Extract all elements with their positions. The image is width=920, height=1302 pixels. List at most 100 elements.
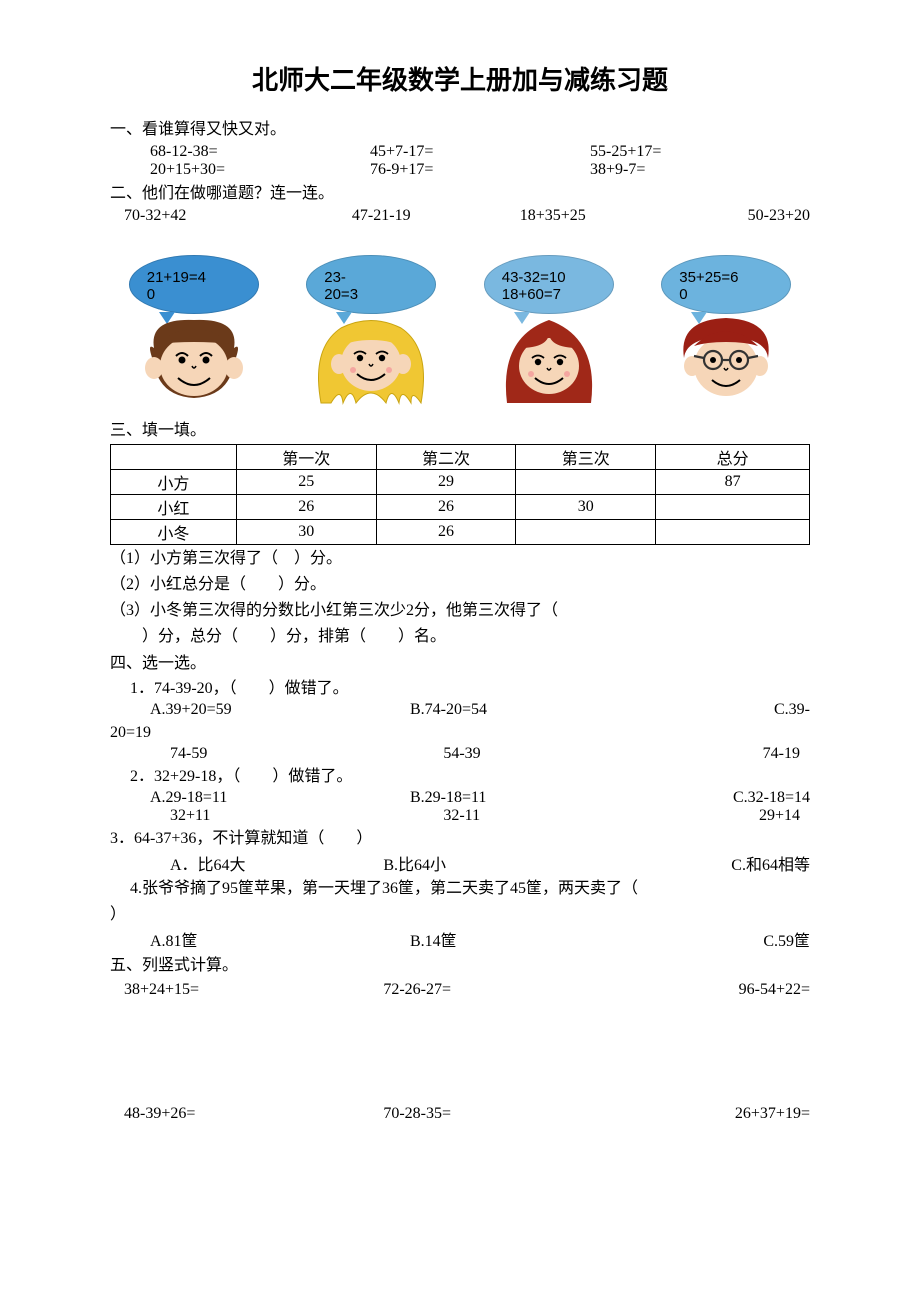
bubble-4-line-2: 0 [679, 286, 687, 303]
s5r2c: 26+37+19= [577, 1105, 810, 1123]
bubble-1-line-1: 21+19=4 [147, 269, 206, 286]
score-row-3: 小冬 30 26 [111, 519, 810, 544]
r1-c1: 25 [236, 469, 376, 494]
gap [110, 999, 810, 1099]
s4-q2-b: B.29-18=11 [370, 789, 590, 807]
s4-q2-c2: 29+14 [597, 807, 810, 825]
page-title: 北师大二年级数学上册加与减练习题 [110, 60, 810, 97]
th-total: 总分 [656, 444, 810, 469]
s5r2b: 70-28-35= [343, 1105, 576, 1123]
s5r1b: 72-26-27= [343, 981, 576, 999]
r1-c3 [516, 469, 656, 494]
s4-q1-b: B.74-20=54 [370, 701, 590, 719]
speech-bubble-3: 43-32=10 18+60=7 [484, 255, 614, 314]
s4-q2-c: C.32-18=14 [590, 789, 810, 807]
th-3: 第三次 [516, 444, 656, 469]
s3-q3b: ）分，总分（ ）分，排第（ ）名。 [110, 625, 810, 649]
r3-name: 小冬 [111, 519, 237, 544]
s1r1b: 45+7-17= [370, 143, 590, 161]
s4-q2: 2．32+29-18，（ ）做错了。 [110, 765, 810, 789]
s4-q1-c2pre: 20=19 [110, 721, 810, 745]
s1-row2: 20+15+30= 76-9+17= 38+9-7= [110, 161, 810, 179]
face-4-svg [666, 308, 786, 408]
s4-q1-c2: 74-19 [597, 745, 810, 763]
bubble-2-line-2: 20=3 [324, 286, 358, 303]
bubble-3-line-1: 43-32=10 [502, 269, 566, 286]
bubble-4-line-1: 35+25=6 [679, 269, 738, 286]
r1-c2: 29 [376, 469, 516, 494]
face-2-girl-blonde [311, 308, 431, 408]
s4-q4-c: C.59筐 [590, 927, 810, 951]
section-5-heading: 五、列竖式计算。 [110, 951, 810, 975]
s4-q2-a: A.29-18=11 [150, 789, 370, 807]
s1r1a: 68-12-38= [150, 143, 370, 161]
s3-q1: （1）小方第三次得了（ ）分。 [110, 547, 810, 571]
r3-c3 [516, 519, 656, 544]
th-2: 第二次 [376, 444, 516, 469]
face-cell-1: 21+19=4 0 [110, 255, 278, 408]
s5r2a: 48-39+26= [110, 1105, 343, 1123]
section-4-heading: 四、选一选。 [110, 649, 810, 673]
face-4-boy-glasses [666, 308, 786, 408]
s5-row1: 38+24+15= 72-26-27= 96-54+22= [110, 981, 810, 999]
s4-q3: 3．64-37+36，不计算就知道（ ） [110, 827, 810, 851]
s4-q4-b: B.14筐 [370, 927, 590, 951]
s3-q3a: （3）小冬第三次得的分数比小红第三次少2分，他第三次得了（ [110, 599, 810, 623]
speech-bubble-1: 21+19=4 0 [129, 255, 259, 314]
r1-name: 小方 [111, 469, 237, 494]
face-3-girl-red [489, 308, 609, 408]
speech-bubble-2: 23- 20=3 [306, 255, 436, 314]
s5-row2: 48-39+26= 70-28-35= 26+37+19= [110, 1105, 810, 1123]
s2-expr-d: 50-23+20 [639, 207, 811, 225]
score-header-row: 第一次 第二次 第三次 总分 [111, 444, 810, 469]
face-3-svg [489, 308, 609, 408]
s1r2b: 76-9+17= [370, 161, 590, 179]
s4-q1-a: A.39+20=59 [150, 701, 370, 719]
s2-expr-b: 47-21-19 [296, 207, 468, 225]
face-cell-3: 43-32=10 18+60=7 [465, 255, 633, 408]
s4-q4a: 4.张爷爷摘了95筐苹果，第一天埋了36筐，第二天卖了45筐，两天卖了（ [110, 877, 810, 901]
s1-row1: 68-12-38= 45+7-17= 55-25+17= [110, 143, 810, 161]
s4-q2-a2: 32+11 [170, 807, 383, 825]
s4-q1-a2: 74-59 [170, 745, 383, 763]
s4-q1-c: C.39- [590, 701, 810, 719]
s4-q4b: ） [110, 903, 810, 927]
s4-q4-a: A.81筐 [150, 927, 370, 951]
r2-c4 [656, 494, 810, 519]
s5r1a: 38+24+15= [110, 981, 343, 999]
bubble-1-line-2: 0 [147, 286, 155, 303]
section-2-heading: 二、他们在做哪道题？连一连。 [110, 179, 810, 203]
bubble-2-line-1: 23- [324, 269, 346, 286]
s4-q2-b2: 32-11 [383, 807, 596, 825]
face-cell-2: 23- 20=3 [288, 255, 456, 408]
score-table: 第一次 第二次 第三次 总分 小方 25 29 87 小红 26 26 30 小… [110, 444, 810, 545]
score-row-2: 小红 26 26 30 [111, 494, 810, 519]
r2-c3: 30 [516, 494, 656, 519]
r2-name: 小红 [111, 494, 237, 519]
section-1-heading: 一、看谁算得又快又对。 [110, 115, 810, 139]
r3-c4 [656, 519, 810, 544]
r3-c1: 30 [236, 519, 376, 544]
th-1: 第一次 [236, 444, 376, 469]
face-cell-4: 35+25=6 0 [643, 255, 811, 408]
s4-q3-a: A．比64大 [170, 851, 383, 875]
s2-expr-c: 18+35+25 [467, 207, 639, 225]
s4-q1-b2: 54-39 [383, 745, 596, 763]
r3-c2: 26 [376, 519, 516, 544]
face-1-boy [134, 308, 254, 408]
r2-c1: 26 [236, 494, 376, 519]
s1r2c: 38+9-7= [590, 161, 810, 179]
face-row: 21+19=4 0 23- 20=3 [110, 255, 810, 408]
r2-c2: 26 [376, 494, 516, 519]
s4-q1: 1．74-39-20，（ ）做错了。 [110, 677, 810, 701]
s1r2a: 20+15+30= [150, 161, 370, 179]
face-1-svg [134, 308, 254, 408]
face-2-svg [311, 308, 431, 408]
s4-q3-b: B.比64小 [383, 851, 596, 875]
s2-exprs: 70-32+42 47-21-19 18+35+25 50-23+20 [110, 207, 810, 225]
th-name [111, 444, 237, 469]
score-row-1: 小方 25 29 87 [111, 469, 810, 494]
speech-bubble-4: 35+25=6 0 [661, 255, 791, 314]
s3-q2: （2）小红总分是（ ）分。 [110, 573, 810, 597]
s4-q3-c: C.和64相等 [597, 851, 810, 875]
